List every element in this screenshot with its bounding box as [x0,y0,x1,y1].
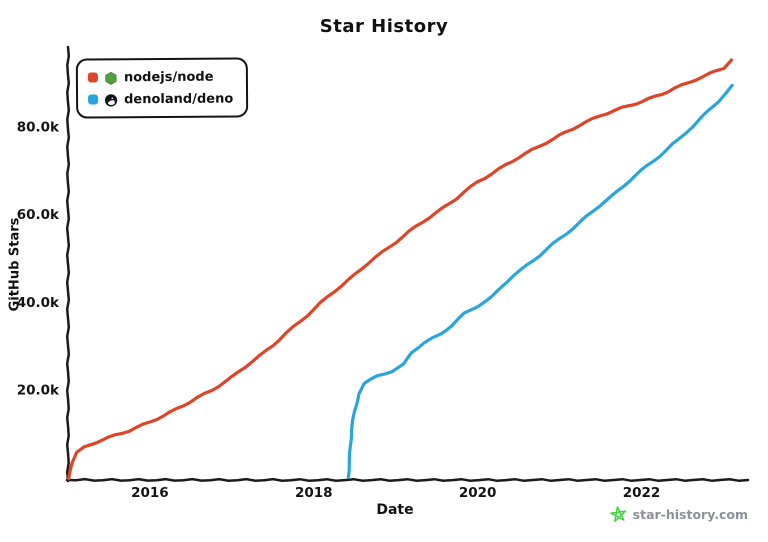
y-axis-label: GitHub Stars [7,217,23,312]
y-tick-label: 80.0k [17,119,60,135]
legend-item-nodejs[interactable]: nodejs/node [87,66,233,89]
x-tick-label: 2018 [295,485,333,501]
x-tick-label: 2020 [459,485,497,501]
y-axis-line [65,45,71,483]
x-axis-label: Date [376,502,414,518]
series-color-swatch [88,94,99,105]
x-tick-label: 2016 [131,485,169,501]
legend-label: nodejs/node [123,69,214,85]
legend-label: denoland/deno [124,91,234,107]
watermark-text: star-history.com [632,507,748,522]
y-tick-label: 60.0k [17,207,60,223]
denoland-series-line [346,83,734,479]
nodejs-logo-icon [104,70,118,85]
deno-logo-icon [104,92,118,107]
x-tick-label: 2022 [623,485,661,501]
x-axis-line [65,477,750,483]
legend: nodejs/node denoland/deno [75,57,249,119]
nodejs-series-line [67,58,734,481]
watermark[interactable]: star-history.com [609,506,748,523]
legend-item-denoland[interactable]: denoland/deno [88,88,233,111]
star-icon [609,506,626,522]
y-tick-label: 20.0k [17,383,60,399]
y-tick-label: 40.0k [17,295,60,311]
series-color-swatch [87,72,98,83]
chart-title: Star History [319,16,449,37]
